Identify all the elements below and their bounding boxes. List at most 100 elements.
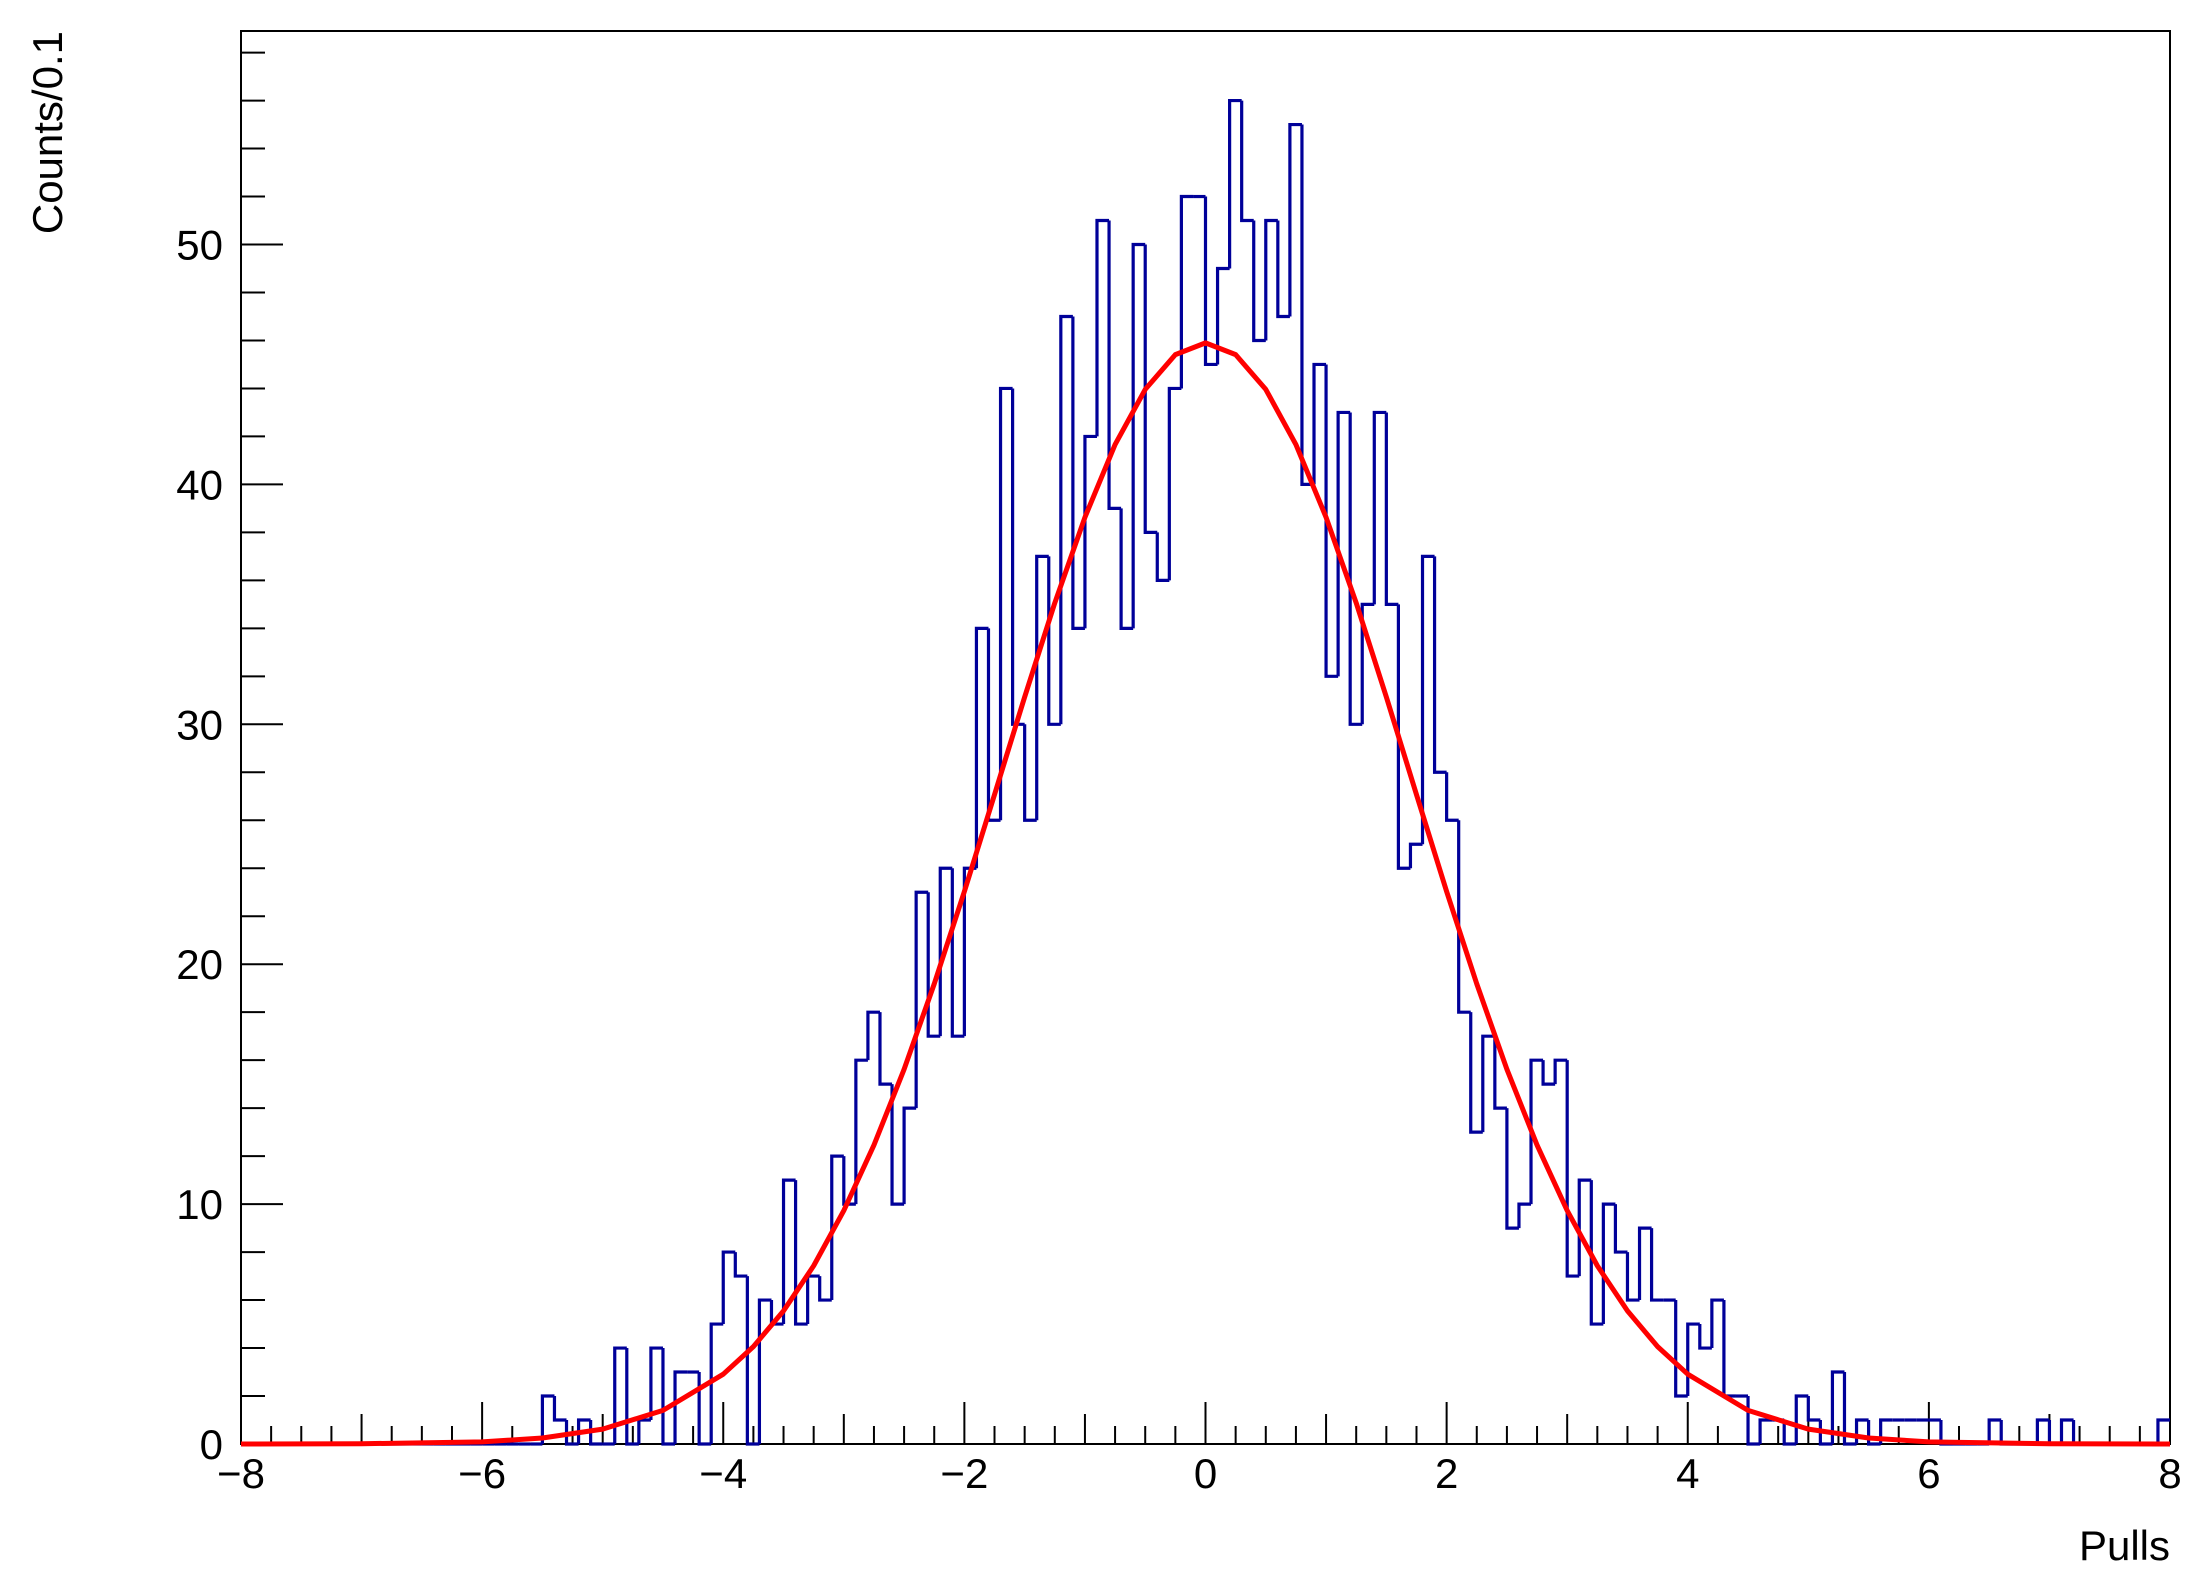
histogram-bin [1360,602,1375,725]
histogram-bin [1167,386,1182,581]
histogram-bin [1300,124,1315,487]
histogram-bin [1866,1420,1881,1446]
histogram-bin [1782,1420,1797,1446]
histogram-bin [1505,1108,1519,1230]
histogram-bin [1541,1060,1556,1086]
histogram-bin [1565,1060,1580,1278]
y-tick-label: 30 [176,701,223,748]
y-axis-label: Counts/0.1 [24,31,71,234]
histogram-bin [1240,100,1254,223]
histogram-bin [890,1084,905,1206]
histogram-bin [733,1252,748,1278]
histogram-bin [1613,1204,1628,1254]
histogram-bin [576,1418,591,1444]
histogram-bin [1589,1180,1604,1326]
histogram-bin [757,1298,772,1444]
histogram-bin [1469,1012,1483,1134]
histogram-bin [1758,1418,1773,1444]
histogram-bin [1035,554,1049,821]
histogram-bin [1215,266,1230,365]
x-tick-label: −6 [458,1450,506,1497]
histogram-bin [1457,820,1471,1014]
histogram-bin [1179,194,1194,389]
histogram-bin [1011,388,1025,726]
histogram-bin [1806,1396,1821,1422]
histogram-bin [1312,362,1327,485]
histogram-bin [1710,1298,1724,1349]
histogram-bin [1288,122,1302,317]
x-axis-label: Pulls [2079,1522,2170,1569]
y-tick-label: 40 [176,461,223,508]
histogram-bin [1987,1418,2002,1444]
histogram-bin [1384,412,1399,606]
histogram-bin [1083,434,1097,629]
histogram-bin [1637,1226,1652,1301]
histogram-bin [552,1396,567,1422]
x-tick-label: −4 [699,1450,747,1497]
histogram-bin [1794,1394,1809,1444]
histogram-bin [1686,1322,1700,1397]
histogram-bin [1203,196,1218,367]
histogram-bin [1674,1300,1688,1398]
histogram-bin [1119,508,1134,630]
histogram-bin [1722,1300,1736,1398]
histogram-bin [2035,1418,2050,1444]
histogram-bin [1131,242,1146,629]
histogram-bin [1228,98,1242,269]
histogram-bin [1420,554,1435,845]
histogram-bin [1408,842,1423,869]
histogram-bin [1601,1202,1616,1325]
histogram-bin [1698,1324,1712,1350]
histogram-bin [1481,1034,1495,1133]
histogram-bin [830,1154,844,1301]
y-tick-label: 0 [200,1421,223,1468]
histogram-bin [2059,1418,2074,1444]
histogram-bin [637,1418,651,1444]
histogram-bin [589,1420,603,1446]
histogram-bin [745,1276,760,1446]
histogram-bin [2047,1420,2062,1446]
histogram-bin [697,1372,712,1446]
x-tick-label: 6 [1917,1450,1940,1497]
histogram-bin [1493,1036,1507,1110]
histogram-bin [1155,532,1170,582]
histogram-bin [974,626,989,869]
histogram-bin [842,1156,856,1206]
histogram-bin [998,386,1013,821]
histogram-bin [1276,220,1290,319]
y-tick-label: 50 [176,222,223,269]
histogram-bin [1059,314,1073,725]
histogram-bin [806,1274,820,1325]
histogram-bin [1336,410,1351,677]
histogram-bin [1432,556,1447,774]
histogram-bin [721,1250,736,1325]
histogram-bin [1746,1396,1761,1446]
histogram-bin [1372,410,1387,605]
histogram-bin [540,1394,555,1444]
x-tick-label: 2 [1435,1450,1458,1497]
histogram-bin [854,1058,868,1205]
histogram-bin [673,1370,688,1444]
histogram-bin [1553,1058,1568,1085]
histogram-bin [793,1180,808,1326]
x-tick-label: 0 [1194,1450,1217,1497]
histogram-bin [781,1178,796,1325]
y-tick-label: 20 [176,941,223,988]
histogram-bin [1830,1370,1845,1444]
histogram-bin [1999,1420,2014,1446]
x-tick-label: −2 [940,1450,988,1497]
histogram-bin [709,1322,724,1444]
histogram-bin [661,1348,676,1446]
histogram-bin [1649,1228,1664,1302]
x-tick-label: −8 [217,1450,265,1497]
histogram-bin [564,1420,579,1446]
y-tick-label: 10 [176,1181,223,1228]
histogram-bin [818,1276,832,1302]
histogram-bin [649,1346,663,1421]
histogram-bin [1577,1178,1592,1277]
histogram-bin [1023,724,1037,822]
histogram-bin [1396,604,1411,870]
histogram-bin [1324,364,1339,678]
